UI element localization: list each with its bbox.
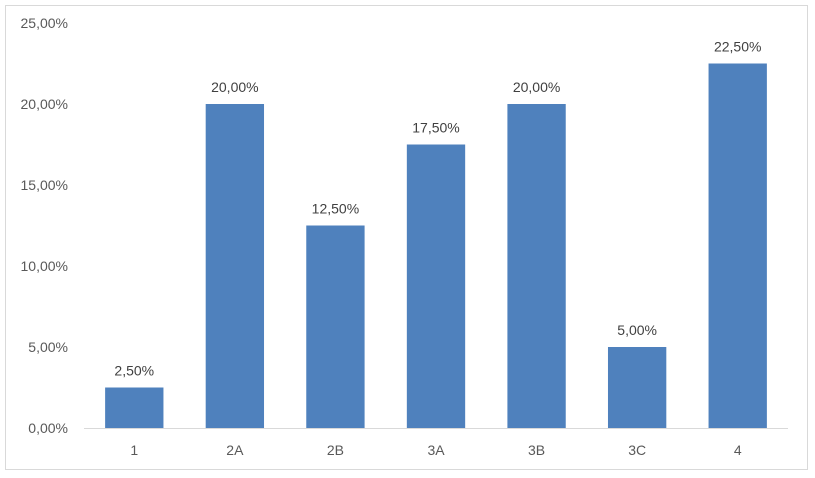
data-label: 17,50% bbox=[412, 120, 459, 136]
y-tick-label: 5,00% bbox=[28, 339, 68, 355]
y-axis: 0,00% 5,00% 10,00% 15,00% 20,00% 25,00% bbox=[21, 15, 68, 436]
y-tick-label: 20,00% bbox=[21, 96, 68, 112]
bar bbox=[306, 225, 365, 428]
data-label: 20,00% bbox=[211, 79, 258, 95]
x-tick-label: 3B bbox=[528, 442, 545, 458]
data-labels: 2,50% 20,00% 12,50% 17,50% 20,00% 5,00% 22,50% bbox=[114, 39, 761, 379]
bar bbox=[406, 144, 466, 428]
bar bbox=[507, 104, 566, 428]
y-tick-label: 15,00% bbox=[21, 177, 68, 193]
data-label: 2,50% bbox=[114, 363, 154, 379]
bar bbox=[205, 104, 265, 428]
x-tick-label: 3A bbox=[427, 442, 445, 458]
bar-series bbox=[105, 63, 767, 428]
y-tick-label: 25,00% bbox=[21, 15, 68, 31]
data-label: 22,50% bbox=[714, 39, 761, 55]
data-label: 20,00% bbox=[513, 79, 560, 95]
data-label: 5,00% bbox=[617, 322, 657, 338]
bar bbox=[607, 347, 667, 428]
x-axis: 1 2A 2B 3A 3B 3C 4 bbox=[130, 442, 741, 458]
x-tick-label: 4 bbox=[734, 442, 742, 458]
data-label: 12,50% bbox=[312, 201, 359, 217]
y-tick-label: 10,00% bbox=[21, 258, 68, 274]
x-tick-label: 3C bbox=[628, 442, 646, 458]
bar bbox=[105, 387, 164, 428]
x-tick-label: 2B bbox=[327, 442, 344, 458]
bar bbox=[708, 63, 767, 428]
x-tick-label: 2A bbox=[226, 442, 244, 458]
x-tick-label: 1 bbox=[130, 442, 138, 458]
y-tick-label: 0,00% bbox=[28, 420, 68, 436]
